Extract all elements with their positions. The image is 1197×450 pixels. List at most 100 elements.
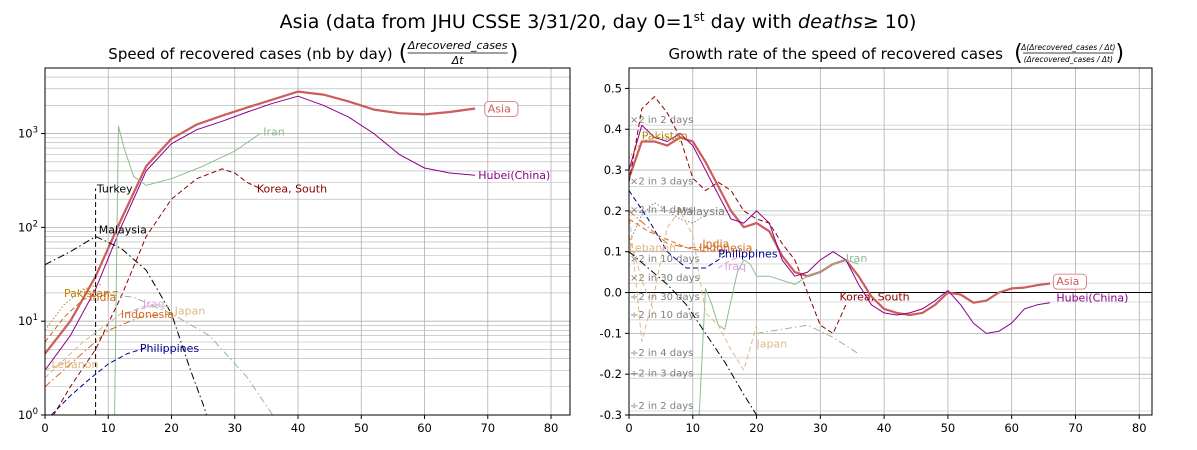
formula-close-paren: ) [1116,41,1125,66]
series-label-pakistan: Pakistan [64,287,110,300]
series-label-box [1052,273,1087,290]
y-tick-label: 103 [18,126,38,141]
series-label-malaysia: Malaysia [677,205,725,218]
x-tick-label: 30 [813,421,828,435]
series-label-hubei-china: Hubei(China) [478,169,550,182]
reference-label: ×2 in 3 days [630,176,693,187]
series-line-iraq [718,255,744,269]
reference-label: ×2 in 10 days [630,254,700,265]
y-tick-label: 0.5 [604,81,622,95]
series-label-iraq: Iraq [143,297,165,310]
y-tick-label: 102 [18,219,38,234]
series-label-lebanon: Lebanon [51,358,98,371]
y-tick-label: 100 [18,407,38,422]
series-label-lebanon: Lebanon [629,242,676,255]
series-line-indonesia [629,210,725,253]
series-line-japan-trend [756,324,859,355]
series-line-lebanon [45,360,71,371]
y-tick-label: 0.0 [604,286,622,300]
reference-label: ÷2 in 2 days [630,401,693,412]
reference-label: ÷2 in 4 days [630,348,693,359]
series-label-korea-south: Korea, South [257,182,327,195]
x-tick-label: 10 [101,421,116,435]
formula-open-paren: ( [1014,41,1023,66]
right-chart-panel: ×2 in 2 days ×2 in 3 days ×2 in 4 days ×2 i… [600,41,1153,435]
axes-frame [628,67,1153,416]
y-tick-label: 0.3 [604,163,622,177]
gridlines [44,67,570,416]
x-tick-label: 30 [227,421,242,435]
series-label-india: India [702,238,729,251]
series-label-japan: Japan [756,338,788,351]
y-tick-label: -0.2 [600,367,622,381]
axes-frame [44,67,571,416]
series-label-india: India [89,291,116,304]
series-line-asia [629,136,1051,317]
x-tick-label: 0 [41,421,48,435]
y-tick-label: -0.1 [600,326,622,340]
series-label-malaysia: Malaysia [99,223,147,236]
panel-title-text: Growth rate of the speed of recovered ca… [668,45,1003,63]
series-label-turkey: Turkey [96,182,133,195]
series-line-india [45,290,121,343]
series-line-india [629,218,706,253]
x-tick-label: 80 [1132,421,1147,435]
series-label-philippines: Philippines [140,342,200,355]
series-label-indonesia: Indonesia [699,242,752,255]
reference-label: ÷2 in 30 days [630,292,700,303]
series-line-japan [629,210,758,371]
series-label-japan: Japan [174,305,206,318]
series-line-hubei-china [629,124,1051,334]
series-line-philippines [629,190,725,269]
series-label-iraq: Iraq [725,260,747,273]
series-line-malaysia [629,202,706,244]
series-label-asia: Asia [1056,275,1079,288]
y-tick-label: 0.2 [604,204,622,218]
x-tick-label: 60 [1004,421,1019,435]
x-tick-label: 50 [354,421,369,435]
x-tick-label: 10 [685,421,700,435]
series-label-box [484,101,519,117]
formula-close-paren: ) [510,41,519,66]
formula-open-paren: ( [399,41,408,66]
x-tick-label: 20 [164,421,179,435]
formula-numerator: Δrecovered_cases [407,39,508,52]
x-tick-label: 40 [291,421,306,435]
y-tick-label: 0.1 [604,245,622,259]
x-tick-label: 50 [941,421,956,435]
panel-title-text: Speed of recovered cases (nb by day) [108,45,392,63]
series-label-indonesia: Indonesia [121,308,174,321]
series-label-pakistan: Pakistan [642,129,688,142]
series-label-philippines: Philippines [718,248,778,261]
reference-label: ×2 in 2 days [630,115,693,126]
reference-label: ×2 in 4 days [630,205,693,216]
series-line-iran [698,259,859,415]
series-line-iran [114,125,261,415]
plot-area [629,96,1051,415]
series-line-turkey [629,251,758,415]
series-line-iraq [126,304,153,315]
y-tick-label: 101 [18,313,38,328]
reference-label: ÷2 in 10 days [630,310,700,321]
series-line-malaysia [45,236,208,415]
y-tick-label: -0.3 [600,408,622,422]
x-tick-label: 80 [544,421,559,435]
series-label-asia: Asia [488,103,511,116]
plot-area [45,90,476,415]
panel-title: Speed of recovered cases (nb by day) (Δre… [108,39,518,67]
series-line-korea-south [629,96,847,334]
reference-label: ÷2 in 3 days [630,368,693,379]
formula-denominator: Δt [451,54,465,67]
series-line-philippines [50,347,147,415]
x-tick-label: 60 [417,421,432,435]
series-label-korea-south: Korea, South [839,291,909,304]
reference-label: ×2 in 30 days [630,273,700,284]
figure-title: Asia (data from JHU CSSE 3/31/20, day 0=… [280,10,917,33]
series-line-japan [45,304,172,379]
series-label-iran: Iran [846,252,868,265]
series-label-hubei-china: Hubei(China) [1056,291,1128,304]
formula-denominator: (Δrecovered_cases / Δt) [1024,55,1113,64]
panel-title: Growth rate of the speed of recovered ca… [668,41,1124,66]
x-tick-label: 40 [877,421,892,435]
